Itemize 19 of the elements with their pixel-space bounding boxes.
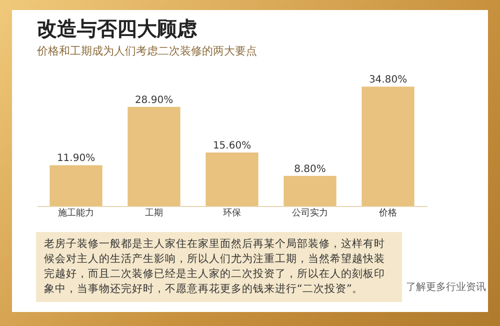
data-label: 15.60%: [212, 140, 252, 152]
x-tick-label: 公司实力: [292, 208, 328, 218]
x-tick-label: 价格: [378, 208, 397, 218]
data-label: 11.90%: [56, 153, 96, 164]
text: 老房子装修一般都是主人家住在家里面然后再某个局部装修，这样有时候会对主人的生活产生影响，所以人们尤为注重工期，当然希望越快装完越好，而且二次装修已经是主人家的二次投资了，所以在人的刻板印象中，当事物还完好时，不愿意再花更多的钱来进行“二次投资”。: [36, 232, 402, 302]
bar: [362, 86, 414, 206]
x-tick-label: 工期: [145, 208, 163, 218]
bar: [128, 106, 180, 206]
data-label: 34.80%: [368, 74, 408, 86]
x-tick-label: 施工能力: [58, 208, 94, 218]
bar: [206, 152, 258, 206]
data-label: 8.80%: [294, 164, 326, 175]
chart-subtitle: 价格和工期成为人们考虑二次装修的两大要点: [36, 44, 257, 58]
data-label: 28.90%: [134, 94, 174, 106]
text: 了解更多行业资讯: [406, 280, 486, 294]
bar: [50, 165, 102, 206]
bar: [284, 176, 336, 206]
x-tick-label: 环保: [223, 208, 241, 218]
chart-title: 改造与否四大顾虑: [37, 16, 198, 41]
